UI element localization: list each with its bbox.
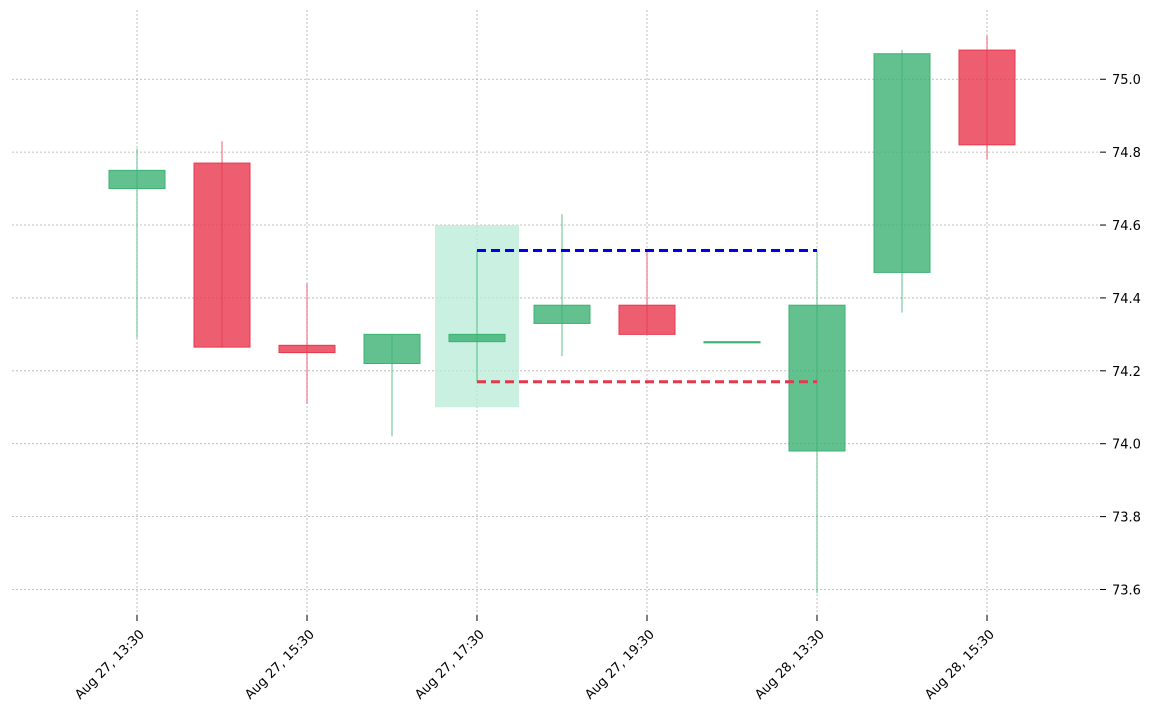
candle-body — [873, 53, 931, 273]
candle-body — [108, 169, 166, 190]
y-tick-label: 73.6 — [1112, 583, 1141, 598]
candle-body — [958, 49, 1016, 146]
y-tick-label: 73.8 — [1112, 511, 1141, 526]
y-tick-label: 74.8 — [1112, 146, 1141, 161]
y-tick-label: 74.0 — [1112, 438, 1141, 453]
x-tick-label: Aug 27, 17:30 — [412, 627, 488, 703]
y-axis: 73.6 73.8 74.0 74.2 74.4 74.6 74.8 75.0 — [1100, 73, 1141, 598]
candle-body — [278, 344, 336, 354]
x-tick-label: Aug 27, 13:30 — [72, 627, 148, 703]
x-tick-label: Aug 28, 15:30 — [922, 627, 998, 703]
candle-body — [363, 333, 421, 365]
y-tick-label: 74.2 — [1112, 365, 1141, 380]
x-axis: Aug 27, 13:30 Aug 27, 15:30 Aug 27, 17:30 A… — [72, 615, 998, 703]
y-tick-label: 75.0 — [1112, 73, 1141, 88]
x-tick-label: Aug 28, 13:30 — [752, 627, 828, 703]
y-tick-label: 74.4 — [1112, 292, 1141, 307]
candle-body — [533, 304, 591, 324]
candle-body — [788, 304, 846, 452]
x-tick-label: Aug 27, 19:30 — [582, 627, 658, 703]
candle-body — [448, 333, 506, 343]
candle-body — [193, 162, 251, 348]
candles — [108, 35, 1016, 594]
y-tick-label: 74.6 — [1112, 219, 1141, 234]
level-lines — [477, 249, 817, 384]
x-tick-label: Aug 27, 15:30 — [242, 627, 318, 703]
candle-body — [618, 304, 676, 335]
candle-body — [703, 341, 761, 344]
